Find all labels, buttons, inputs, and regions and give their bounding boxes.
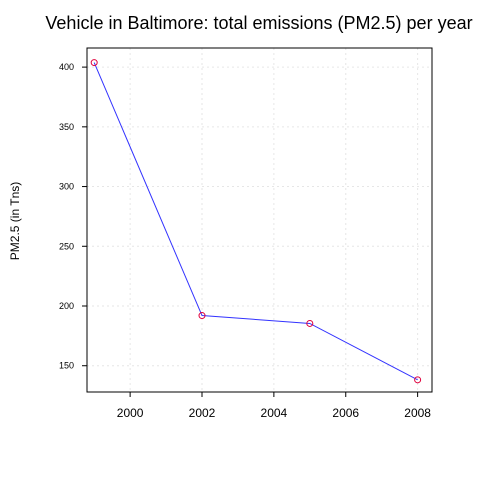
x-tick-label: 2008 (404, 406, 431, 420)
y-tick-label: 350 (59, 122, 74, 132)
y-tick-label: 200 (59, 301, 74, 311)
y-axis-label: PM2.5 (in Tns) (8, 182, 22, 260)
x-axis: 2000 2002 2004 2006 2008 (117, 392, 431, 420)
series-layer (90, 59, 422, 384)
y-tick-label: 150 (59, 361, 74, 371)
x-tick-label: 2002 (189, 406, 216, 420)
x-tick-label: 2006 (332, 406, 359, 420)
plot-frame (86, 47, 433, 393)
data-point (90, 59, 98, 67)
data-point (198, 312, 206, 320)
grid-lines (87, 48, 432, 392)
data-point (414, 376, 422, 384)
x-tick-label: 2000 (117, 406, 144, 420)
y-axis: 150 200 250 300 350 400 (59, 62, 87, 371)
series-line (93, 62, 418, 381)
chart-title: Vehicle in Baltimore: total emissions (P… (45, 13, 472, 33)
data-point (306, 319, 314, 327)
y-tick-label: 400 (59, 62, 74, 72)
y-tick-label: 300 (59, 182, 74, 192)
x-tick-label: 2004 (261, 406, 288, 420)
y-tick-label: 250 (59, 241, 74, 251)
